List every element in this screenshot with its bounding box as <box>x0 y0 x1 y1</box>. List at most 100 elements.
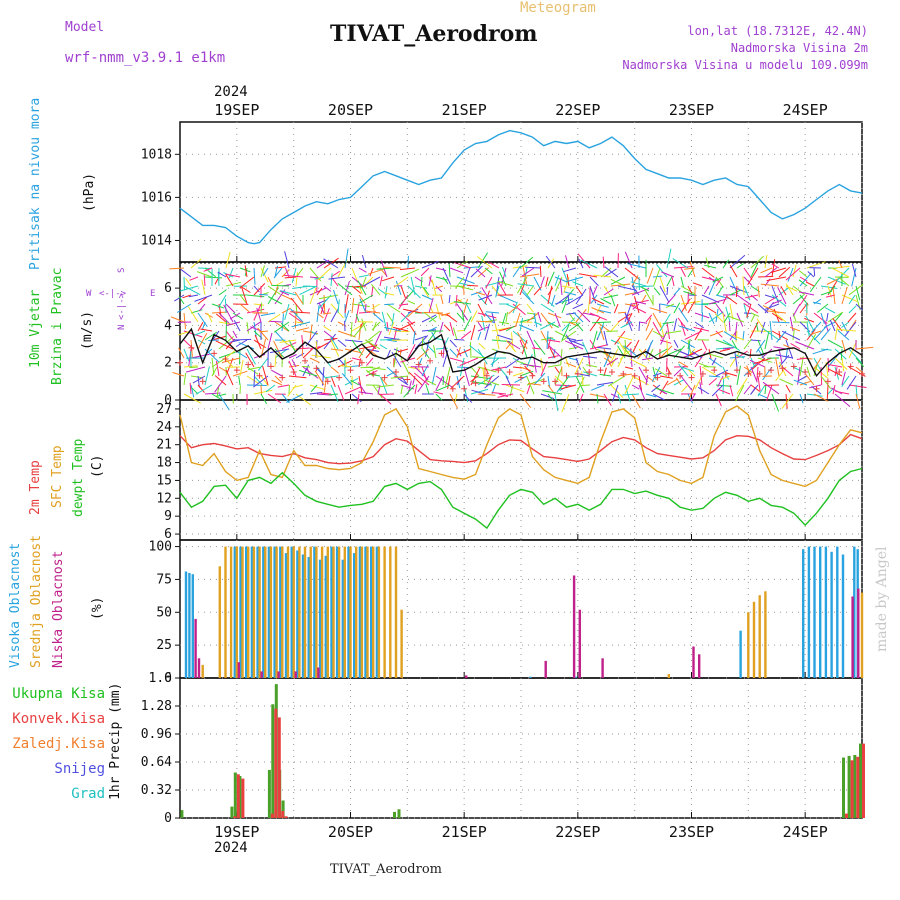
wind-arrow <box>498 393 509 398</box>
wind-arrow <box>371 303 381 310</box>
wind-arrow <box>778 266 791 278</box>
cloud-bar-mid <box>281 546 284 678</box>
wind-arrow <box>617 339 627 353</box>
wind-arrow <box>358 285 363 295</box>
wind-arrow <box>592 285 598 296</box>
wind-arrow <box>572 303 584 310</box>
wind-arrow <box>239 348 241 365</box>
wind-arrow <box>725 306 731 323</box>
wind-arrow <box>610 339 620 344</box>
wind-arrow <box>511 332 514 350</box>
wind-arrow <box>292 384 304 389</box>
wind-arrow <box>736 378 748 395</box>
wind-arrow <box>812 348 829 355</box>
wind-arrow <box>828 285 836 295</box>
y-tick-label: 15 <box>156 473 172 488</box>
wind-arrow <box>715 339 733 347</box>
wind-arrow <box>445 366 451 386</box>
wind-arrow <box>232 338 252 341</box>
wind-arrow <box>225 349 236 359</box>
wind-arrow <box>470 265 483 278</box>
wind-arrow <box>781 330 801 341</box>
wind-arrow <box>560 384 577 390</box>
wind-arrow <box>225 251 231 269</box>
wind-arrow <box>215 340 234 350</box>
wind-arrow <box>610 294 616 307</box>
wind-arrow <box>325 375 339 379</box>
wind-arrow <box>491 392 507 395</box>
wind-arrow <box>723 312 731 323</box>
wind-arrow <box>189 382 192 395</box>
wind-arrow <box>198 303 206 312</box>
wind-unit: (m/s) <box>80 310 95 350</box>
cloud-bar-high <box>273 546 276 678</box>
wind-arrow <box>654 348 668 357</box>
wind-arrow <box>708 312 715 325</box>
wind-arrow <box>288 360 297 377</box>
wind-arrow <box>476 256 493 269</box>
wind-arrow <box>521 339 528 355</box>
wind-arrow <box>680 298 691 314</box>
wind-arrow <box>555 276 563 292</box>
wind-arrow <box>400 285 406 299</box>
wind-arrow <box>574 357 584 375</box>
wind-arrow <box>207 312 213 323</box>
wind-arrow <box>757 384 766 397</box>
precip-legend-conv: Konvek.Kisa <box>12 711 105 727</box>
wind-arrow <box>247 366 262 371</box>
wind-arrow <box>274 265 278 278</box>
wind-arrow <box>634 296 640 314</box>
cloud-bar-low <box>692 646 695 678</box>
wind-arrow <box>309 391 323 395</box>
wind-arrow <box>566 274 570 287</box>
y-tick-label: 100 <box>149 540 172 555</box>
wind-arrow <box>617 350 627 368</box>
wind-arrow <box>804 317 815 323</box>
wind-arrow <box>743 384 752 395</box>
wind-arrow <box>809 384 822 389</box>
temp-dewpt-line <box>179 467 863 530</box>
wind-arrow <box>764 294 776 299</box>
wind-arrow <box>537 311 542 323</box>
wind-arrow <box>580 259 598 269</box>
wind-arrow <box>267 285 281 295</box>
wind-arrow <box>855 346 874 350</box>
wind-arrow <box>232 330 238 339</box>
precip-bar-conv <box>845 813 848 818</box>
wind-arrow <box>470 388 489 395</box>
wind-arrow <box>632 339 640 354</box>
wind-arrow <box>717 375 724 388</box>
wind-arrow <box>659 380 669 395</box>
wind-arrow <box>701 312 703 323</box>
wind-arrow <box>855 285 861 301</box>
wind-arrow <box>178 347 185 359</box>
cloud-bar-high <box>245 546 248 678</box>
wind-arrow <box>846 375 857 390</box>
wind-arrow <box>712 276 724 283</box>
wind-arrow <box>811 330 822 335</box>
wind-arrow <box>844 321 857 337</box>
cloud-bar-high <box>330 546 333 678</box>
wind-arrow <box>680 294 687 311</box>
wind-arrow <box>190 375 203 379</box>
wind-arrow <box>351 325 362 332</box>
wind-arrow <box>217 272 220 287</box>
wind-arrow <box>281 341 297 350</box>
wind-arrow <box>197 384 205 393</box>
wind-arrow <box>269 348 290 354</box>
wind-arrow <box>428 330 437 341</box>
wind-arrow <box>666 378 679 386</box>
wind-arrow <box>624 302 632 323</box>
wind-arrow <box>834 265 850 269</box>
wind-arrow <box>729 285 748 294</box>
wind-arrow <box>475 291 486 296</box>
wind-arrow <box>498 282 507 296</box>
wind-arrow <box>725 372 738 377</box>
wind-arrow <box>316 299 328 305</box>
y-tick-label: 1018 <box>141 147 172 162</box>
wind-arrow <box>463 283 465 296</box>
lonlat-text: lon,lat (18.7312E, 42.4N) <box>687 24 868 38</box>
wind-arrow <box>284 303 290 321</box>
wind-arrow <box>632 303 640 310</box>
wind-arrow <box>848 283 864 296</box>
